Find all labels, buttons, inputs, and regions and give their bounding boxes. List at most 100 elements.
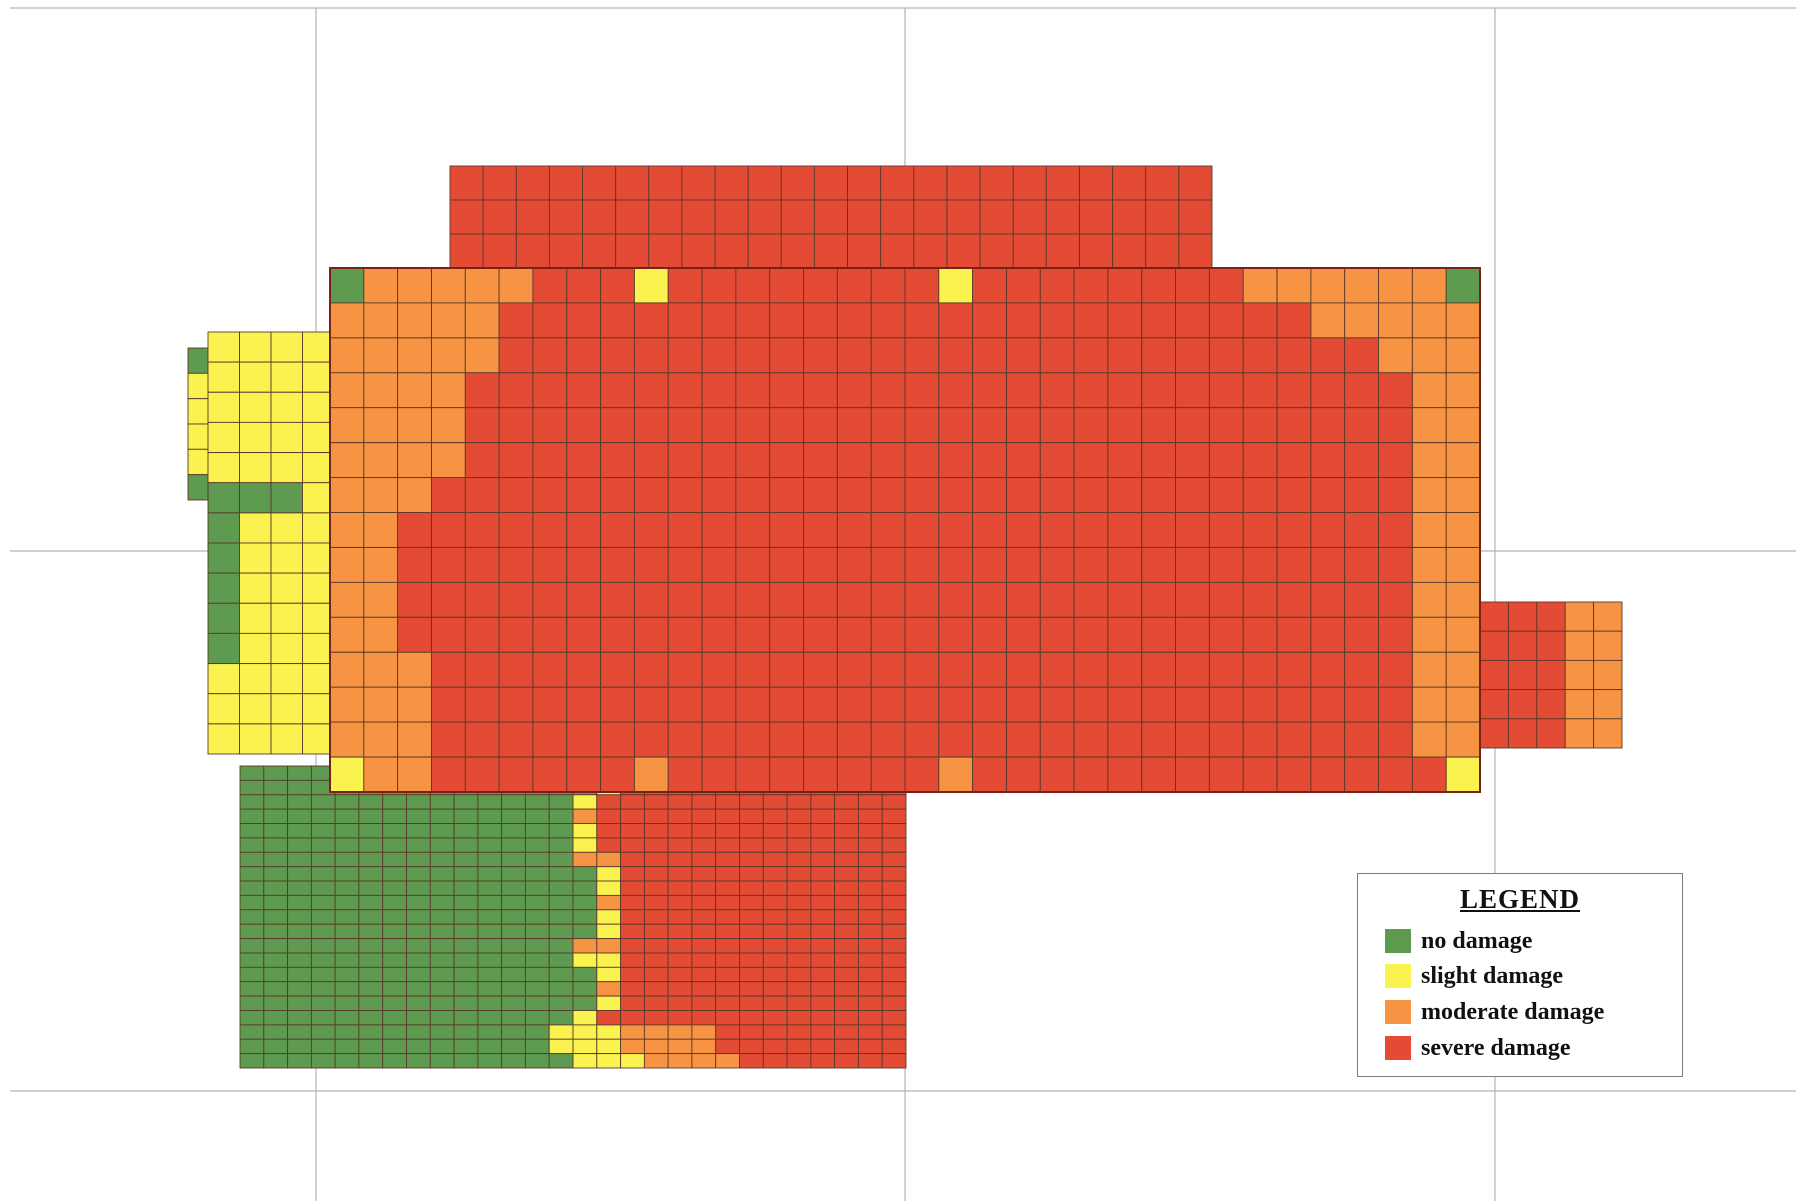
block-main-cell bbox=[1039, 512, 1075, 548]
block-main-cell bbox=[1445, 686, 1481, 723]
block-bottom-left-cell bbox=[834, 909, 859, 925]
block-bottom-left-cell bbox=[857, 794, 883, 810]
block-bottom-left-cell bbox=[762, 808, 788, 824]
block-bottom-left-cell bbox=[834, 995, 859, 1011]
block-main-cell bbox=[667, 442, 703, 479]
block-top-strip-cell bbox=[847, 199, 882, 235]
block-main-cell bbox=[397, 581, 432, 618]
block-main-cell bbox=[836, 442, 872, 479]
block-bottom-left-cell bbox=[548, 880, 574, 896]
block-main-cell bbox=[498, 302, 534, 339]
block-main-cell bbox=[498, 407, 534, 444]
block-main-cell bbox=[769, 267, 804, 304]
block-main-cell bbox=[735, 686, 771, 723]
block-main-cell bbox=[1310, 512, 1346, 548]
block-main-cell bbox=[938, 407, 974, 444]
block-bottom-left-cell bbox=[739, 823, 764, 839]
block-main-cell bbox=[431, 616, 466, 653]
block-left-narrow-cell bbox=[187, 372, 211, 400]
block-main-cell bbox=[1107, 477, 1143, 513]
block-main-cell bbox=[972, 337, 1007, 374]
block-bottom-left-cell bbox=[620, 1053, 645, 1069]
block-bottom-left-cell bbox=[857, 1038, 883, 1055]
block-bottom-left-cell bbox=[739, 938, 764, 954]
block-bottom-left-cell bbox=[429, 1010, 455, 1026]
block-main-cell bbox=[1445, 442, 1481, 479]
block-left-wing-cell bbox=[207, 391, 240, 423]
block-bottom-left-cell bbox=[739, 923, 764, 940]
block-bottom-left-cell bbox=[881, 794, 907, 810]
block-left-wing-cell bbox=[302, 723, 335, 755]
block-bottom-left-cell bbox=[572, 851, 598, 868]
block-bottom-left-cell bbox=[739, 794, 764, 810]
block-main-cell bbox=[633, 581, 669, 618]
block-bottom-left-cell bbox=[548, 794, 574, 810]
block-bottom-left-cell bbox=[715, 966, 740, 983]
block-bottom-left-cell bbox=[548, 952, 574, 968]
block-bottom-left-cell bbox=[881, 866, 907, 882]
block-bottom-left-cell bbox=[548, 837, 574, 853]
block-bottom-left-cell bbox=[334, 952, 360, 968]
block-left-narrow-cell bbox=[187, 347, 211, 374]
block-main-cell bbox=[600, 651, 635, 688]
block-bottom-left-cell bbox=[620, 995, 645, 1011]
block-bottom-left-cell bbox=[643, 851, 669, 868]
block-left-wing-cell bbox=[239, 602, 272, 634]
block-bottom-left-cell bbox=[524, 923, 550, 940]
block-bottom-left-cell bbox=[739, 894, 764, 911]
block-bottom-left-cell bbox=[477, 894, 503, 911]
block-main-cell bbox=[633, 651, 669, 688]
block-top-strip-cell bbox=[747, 199, 782, 235]
block-bottom-left-cell bbox=[548, 866, 574, 882]
block-bottom-left-cell bbox=[643, 981, 669, 997]
block-left-wing-cell bbox=[270, 723, 303, 755]
block-bottom-left bbox=[239, 765, 907, 1069]
block-bottom-left-cell bbox=[762, 851, 788, 868]
block-top-strip-cell bbox=[1178, 165, 1213, 201]
block-main-cell bbox=[836, 721, 872, 758]
block-main-cell bbox=[1073, 337, 1109, 374]
block-main-cell bbox=[667, 372, 703, 409]
block-top-strip-cell bbox=[582, 165, 617, 201]
block-main-cell bbox=[667, 337, 703, 374]
block-bottom-left-cell bbox=[287, 765, 312, 781]
block-top-strip-cell bbox=[1012, 233, 1047, 269]
block-main-cell bbox=[667, 651, 703, 688]
block-bottom-left-cell bbox=[762, 794, 788, 810]
block-left-wing-cell bbox=[207, 572, 240, 604]
block-bottom-left-cell bbox=[762, 1053, 788, 1069]
block-bottom-left-cell bbox=[287, 808, 312, 824]
block-left-wing-cell bbox=[270, 482, 303, 514]
block-top-strip-cell bbox=[1145, 199, 1180, 235]
block-bottom-left-cell bbox=[667, 823, 693, 839]
block-bottom-left-cell bbox=[881, 981, 907, 997]
block-main-cell bbox=[397, 756, 432, 793]
block-left-wing-cell bbox=[207, 512, 240, 544]
block-top-strip-cell bbox=[515, 233, 550, 269]
block-main-cell bbox=[1208, 442, 1244, 479]
block-main-cell bbox=[1276, 547, 1312, 583]
block-main-cell bbox=[667, 302, 703, 339]
block-bottom-left-cell bbox=[857, 938, 883, 954]
block-main-cell bbox=[1006, 337, 1041, 374]
block-main-cell bbox=[1445, 407, 1481, 444]
block-bottom-left-cell bbox=[620, 880, 645, 896]
block-main-cell bbox=[363, 651, 399, 688]
block-main-cell bbox=[735, 302, 771, 339]
legend-item-no-damage: no damage bbox=[1385, 926, 1532, 956]
block-bottom-left-cell bbox=[715, 866, 740, 882]
block-bottom-left-cell bbox=[310, 823, 336, 839]
block-bottom-left-cell bbox=[263, 808, 289, 824]
block-bottom-left-cell bbox=[643, 1010, 669, 1026]
block-main-cell bbox=[1073, 686, 1109, 723]
block-right-wing-cell bbox=[1479, 718, 1509, 749]
block-main-cell bbox=[735, 267, 771, 304]
block-left-wing-cell bbox=[207, 723, 240, 755]
block-bottom-left-cell bbox=[881, 823, 907, 839]
block-bottom-left-cell bbox=[548, 808, 574, 824]
block-bottom-left-cell bbox=[477, 837, 503, 853]
block-bottom-left-cell bbox=[477, 923, 503, 940]
block-main-cell bbox=[566, 477, 602, 513]
block-bottom-left-cell bbox=[382, 851, 407, 868]
block-bottom-left-cell bbox=[239, 1010, 265, 1026]
